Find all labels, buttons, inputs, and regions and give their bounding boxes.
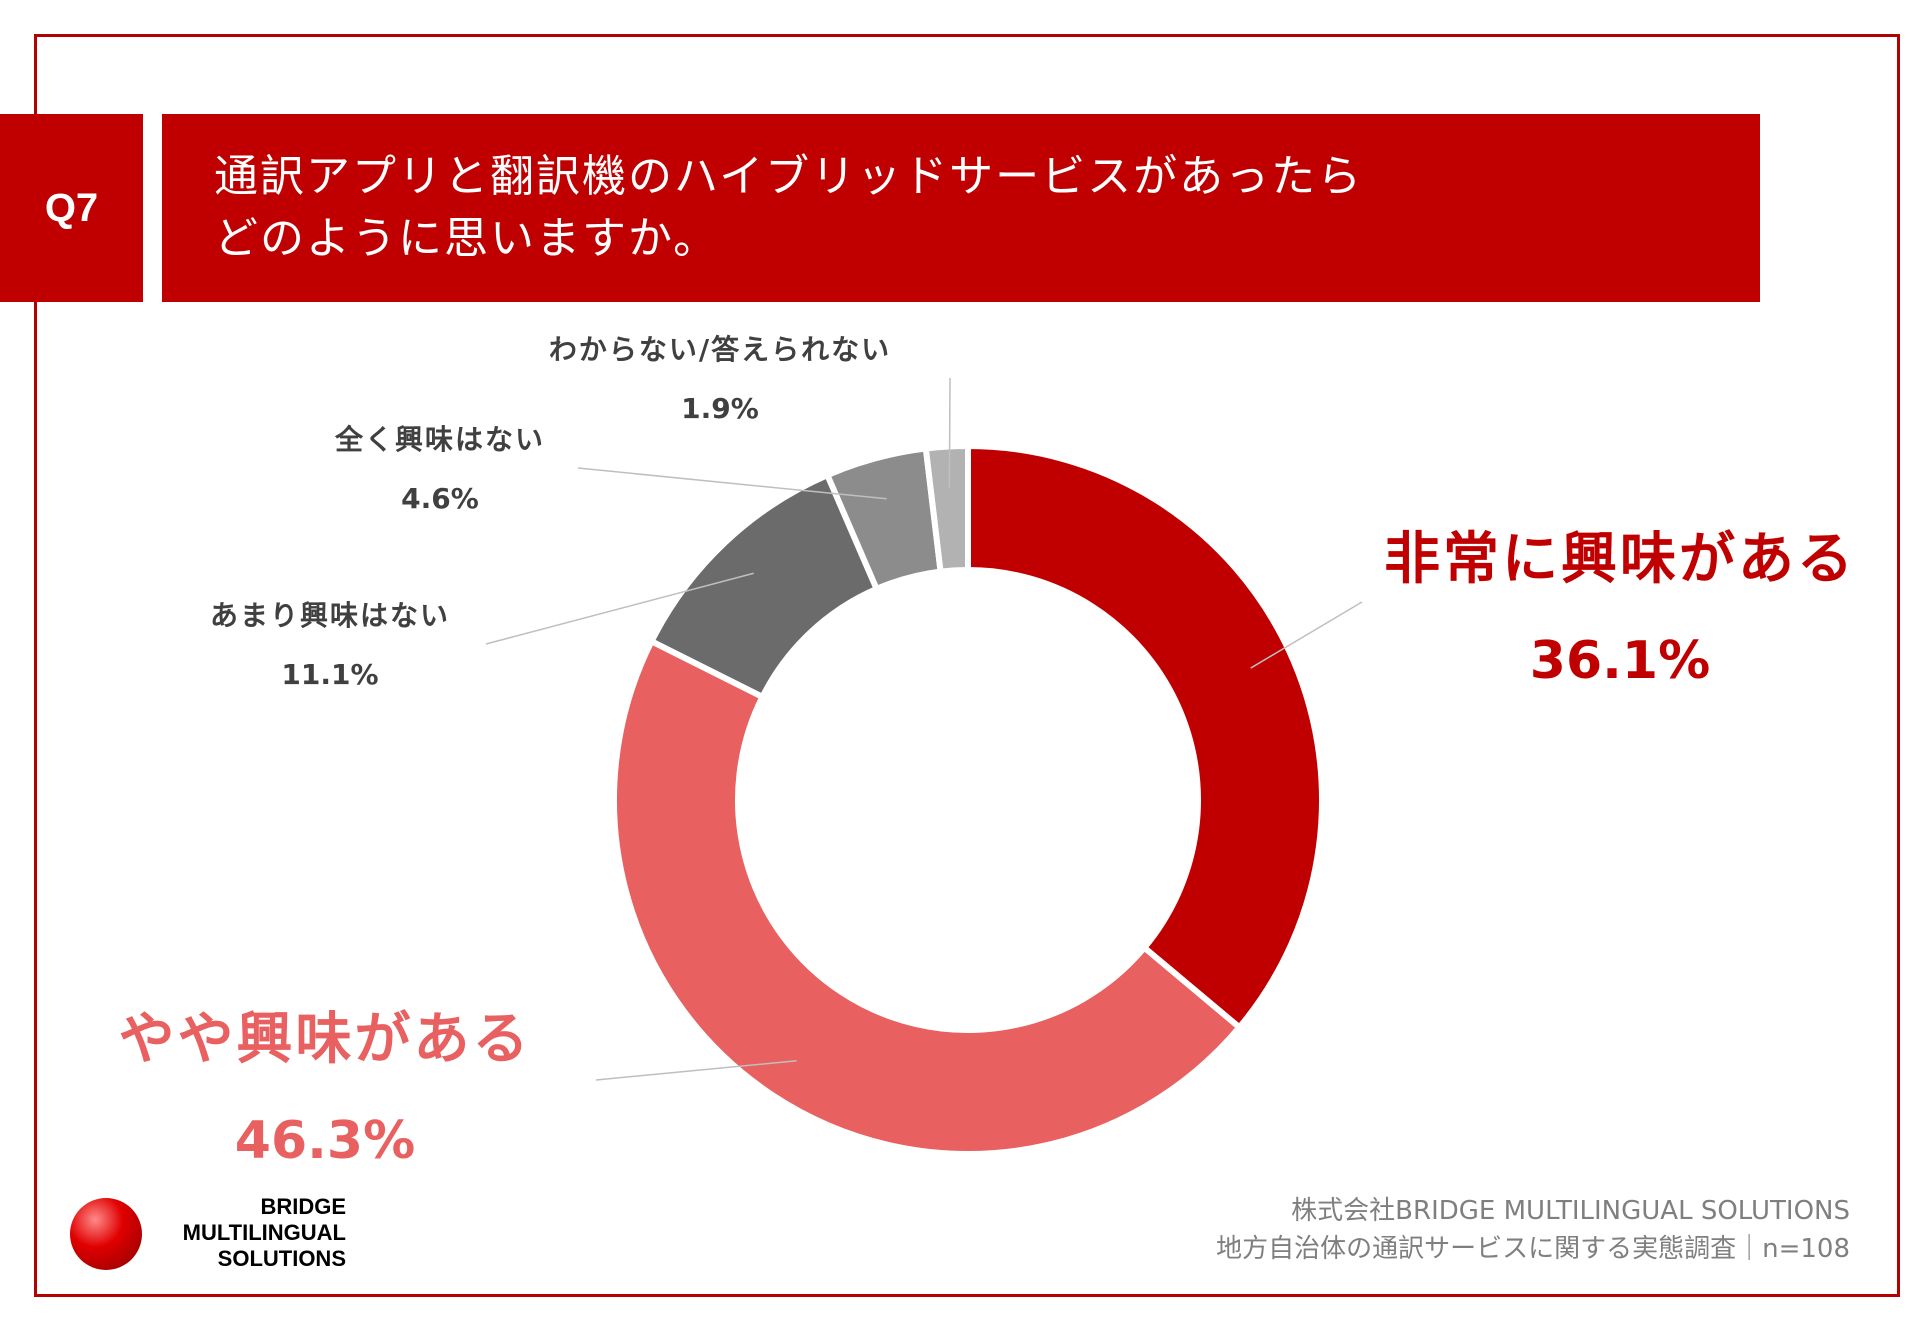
leader-line-very-interested — [1250, 601, 1363, 669]
value-label-somewhat-interested: 46.3% — [234, 1111, 416, 1171]
value-label-not-very-interested: 11.1% — [281, 658, 379, 691]
category-label-dont-know: わからない/答えられない — [548, 333, 892, 366]
label-dont-know: わからない/答えられない 1.9% — [510, 328, 930, 425]
question-text-line-1: 通訳アプリと翻訳機のハイブリッドサービスがあったら — [214, 151, 1364, 202]
value-label-very-interested: 36.1% — [1529, 631, 1711, 691]
source-line-2: 地方自治体の通訳サービスに関する実態調査｜n=108 — [1216, 1234, 1850, 1264]
logo-sphere-icon — [70, 1198, 142, 1270]
donut-slice-somewhat-interested — [611, 637, 1244, 1157]
label-very-interested: 非常に興味がある 36.1% — [1375, 514, 1865, 691]
category-label-somewhat-interested: やや興味がある — [118, 1007, 532, 1072]
category-label-not-very-interested: あまり興味はない — [209, 599, 450, 632]
source-line-1: 株式会社BRIDGE MULTILINGUAL SOLUTIONS — [1291, 1196, 1850, 1226]
slide-border — [34, 34, 1900, 1297]
question-number-badge: Q7 — [0, 114, 143, 302]
question-text-line-2: どのように思いますか。 — [214, 213, 720, 264]
category-label-very-interested: 非常に興味がある — [1384, 527, 1856, 592]
category-label-not-interested-at-all: 全く興味はない — [334, 423, 545, 456]
value-label-dont-know: 1.9% — [681, 392, 759, 425]
leader-line-somewhat-interested — [595, 1060, 797, 1081]
leader-line-dont-know — [948, 377, 951, 489]
question-banner: 通訳アプリと翻訳機のハイブリッドサービスがあったら どのように思いますか。 — [162, 114, 1760, 302]
logo-line-2: MULTILINGUAL — [182, 1220, 346, 1245]
label-somewhat-interested: やや興味がある 46.3% — [105, 994, 545, 1171]
label-not-interested-at-all: 全く興味はない 4.6% — [300, 418, 580, 515]
value-label-not-interested-at-all: 4.6% — [401, 482, 479, 515]
label-not-very-interested: あまり興味はない 11.1% — [180, 594, 480, 691]
leader-line-not-very-interested — [485, 572, 754, 645]
company-logo: BRIDGE MULTILINGUAL SOLUTIONS — [70, 1194, 350, 1274]
donut-slice-dont-know — [922, 442, 971, 575]
source-note: 株式会社BRIDGE MULTILINGUAL SOLUTIONS 地方自治体の… — [1216, 1192, 1850, 1268]
logo-line-1: BRIDGE — [260, 1194, 346, 1219]
logo-text: BRIDGE MULTILINGUAL SOLUTIONS — [148, 1194, 346, 1272]
donut-slice-very-interested — [965, 442, 1326, 1032]
logo-line-3: SOLUTIONS — [217, 1246, 346, 1271]
leader-line-not-interested-at-all — [577, 467, 887, 500]
